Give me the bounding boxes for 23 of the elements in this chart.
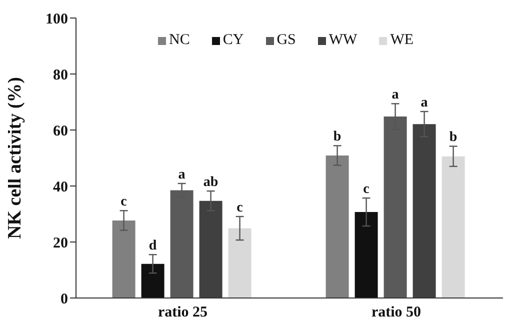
y-tick-label: 20 xyxy=(53,235,68,252)
x-tick-label: ratio 25 xyxy=(158,304,208,321)
x-tick-label: ratio 50 xyxy=(371,304,422,321)
data-label: ab xyxy=(203,175,218,190)
y-tick-label: 40 xyxy=(53,179,68,196)
y-tick-label: 80 xyxy=(53,67,68,84)
y-tick-label: 100 xyxy=(46,11,68,28)
legend-label: WE xyxy=(390,32,414,49)
data-label: c xyxy=(363,182,370,198)
legend-label: WW xyxy=(328,32,358,49)
y-tick-label: 60 xyxy=(53,123,68,140)
data-label: c xyxy=(236,200,243,216)
data-label: a xyxy=(420,96,428,111)
data-label: a xyxy=(392,88,399,103)
legend-label: CY xyxy=(222,32,244,49)
legend-label: NC xyxy=(169,32,190,49)
y-tick-label: 0 xyxy=(60,291,68,308)
data-label: c xyxy=(120,194,127,210)
legend-label: GS xyxy=(276,32,296,49)
data-label: b xyxy=(333,130,342,145)
data-label: a xyxy=(178,167,186,182)
data-label: b xyxy=(449,130,458,146)
data-label: d xyxy=(148,238,157,254)
